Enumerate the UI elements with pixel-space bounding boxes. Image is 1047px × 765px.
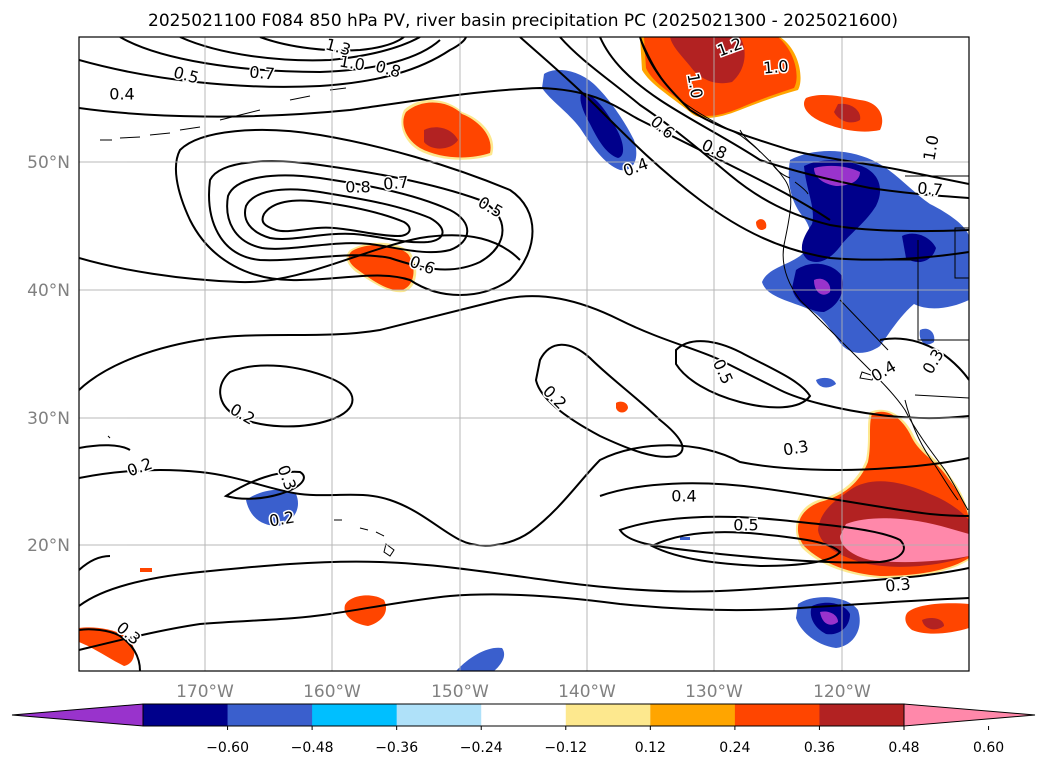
coastlines <box>100 37 969 557</box>
contour-label: 0.5 <box>733 516 758 535</box>
colorbar-segment <box>143 704 229 726</box>
map-frame <box>78 36 970 672</box>
lon-tick-label: 140°W <box>558 682 616 702</box>
colorbar-tick-label: 0.12 <box>635 740 666 756</box>
colorbar-segment <box>819 704 905 726</box>
colorbar-frame <box>142 703 905 727</box>
contour-label: 0.4 <box>109 85 134 104</box>
contour-label: 1.0 <box>762 56 789 77</box>
colorbar-tick-label: −0.48 <box>291 740 334 756</box>
lat-tick-label: 20°N <box>27 536 70 556</box>
lon-tick-label: 120°W <box>813 682 871 702</box>
chart-title: 2025021100 F084 850 hPa PV, river basin … <box>148 11 898 31</box>
contour-label: 0.7 <box>249 62 276 83</box>
lon-tick-label: 150°W <box>431 682 489 702</box>
colorbar-segment <box>481 704 567 726</box>
colorbar-tick-label: −0.36 <box>375 740 418 756</box>
lat-tick-label: 30°N <box>27 409 70 429</box>
pv-contours <box>79 37 969 671</box>
lon-tick-label: 160°W <box>303 682 361 702</box>
latitude-tick-labels: 50°N 40°N 30°N 20°N <box>27 153 70 556</box>
colorbar-segment <box>312 704 398 726</box>
colorbar-segment <box>396 704 482 726</box>
colorbar-extension-low <box>11 703 144 727</box>
colorbar-segment <box>227 704 313 726</box>
contour-label: 0.7 <box>382 172 409 193</box>
lat-tick-label: 50°N <box>27 153 70 173</box>
colorbar-tick-labels: −0.60 −0.48 −0.36 −0.24 −0.12 0.12 0.24 0.36 0.4… <box>206 726 1004 756</box>
map-plot-area: 0.5 0.7 1.0 0.81.30.40.8 0.70.50.60.41.21.01… <box>79 37 969 671</box>
contour-label: 0.7 <box>917 178 944 199</box>
lon-tick-label: 130°W <box>685 682 743 702</box>
colorbar-tick-label: −0.60 <box>206 740 249 756</box>
colorbar-tick-label: 0.48 <box>888 740 919 756</box>
colorbar-tick-label: 0.36 <box>804 740 835 756</box>
colorbar-tick-label: 0.24 <box>719 740 750 756</box>
colorbar-segment <box>650 704 736 726</box>
colorbar-extension-high <box>903 703 1036 727</box>
contour-label: 0.3 <box>884 574 911 595</box>
lon-tick-label: 170°W <box>176 682 234 702</box>
colorbar-segment <box>734 704 820 726</box>
gridlines <box>79 37 969 671</box>
longitude-tick-labels: 170°W 160°W 150°W 140°W 130°W 120°W <box>176 682 871 702</box>
colorbar-segment <box>565 704 651 726</box>
contour-label: 0.8 <box>345 178 370 197</box>
contour-label: 1.0 <box>338 51 366 74</box>
lat-tick-label: 40°N <box>27 281 70 301</box>
colorbar-tick-label: −0.12 <box>544 740 587 756</box>
contour-label: 0.4 <box>671 487 696 506</box>
colorbar-tick-label: 0.60 <box>973 740 1004 756</box>
colorbar-tick-label: −0.24 <box>460 740 503 756</box>
colorbar <box>11 703 1036 727</box>
